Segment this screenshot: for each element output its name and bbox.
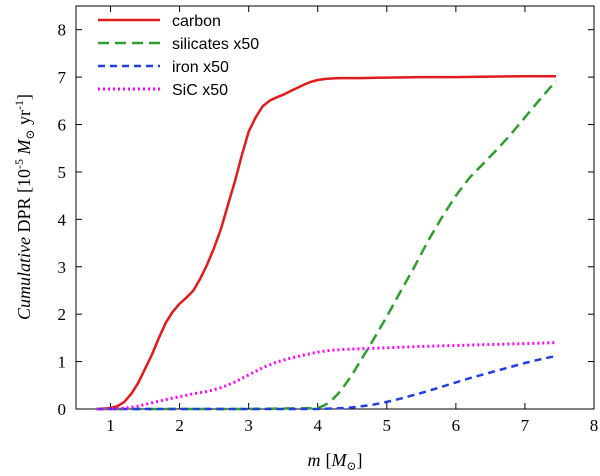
y-axis-exp: -5 (12, 159, 26, 169)
y-tick-label: 2 (58, 305, 67, 324)
x-axis-unit-sub: ⊙ (346, 459, 356, 473)
x-tick-label: 3 (244, 416, 253, 435)
x-axis-title: m [M⊙] (307, 450, 362, 473)
y-axis-prefix: Cumulative (14, 237, 34, 320)
x-tick-label: 4 (313, 416, 322, 435)
x-axis-var: m (307, 450, 320, 470)
x-tick-label: 7 (521, 416, 530, 435)
plot-frame (75, 5, 595, 410)
y-tick-label: 5 (58, 163, 67, 182)
x-tick-label: 6 (452, 416, 461, 435)
series-lines (96, 74, 557, 411)
y-tick-label: 7 (58, 68, 67, 87)
x-tick-label: 5 (383, 416, 392, 435)
y-tick-label: 6 (58, 116, 67, 135)
y-axis-unit-sub: ⊙ (23, 129, 37, 139)
y-axis-unit-exp: -1 (12, 100, 26, 110)
x-axis-unit-sym: M (330, 450, 347, 470)
y-axis-main: DPR [10 (14, 169, 34, 237)
y-axis-close: ] (14, 94, 34, 100)
y-axis-unit-yr: yr (14, 110, 34, 130)
x-tick-label: 1 (106, 416, 115, 435)
y-tick-label: 4 (58, 210, 67, 229)
legend-label-carbon: carbon (172, 13, 221, 30)
x-tick-label: 2 (175, 416, 184, 435)
series-line-iron-x50 (96, 354, 557, 411)
x-tick-label: 8 (590, 416, 599, 435)
y-tick-label: 1 (58, 353, 67, 372)
legend-label-sic-x50: SiC x50 (172, 82, 228, 99)
axis-ticks: 1 2 3 4 5 6 7 8 0 1 2 3 4 5 6 7 8 (58, 6, 599, 435)
legend-label-iron-x50: iron x50 (172, 59, 229, 76)
y-tick-label: 3 (58, 258, 67, 277)
legend-label-silicates-x50: silicates x50 (172, 36, 259, 53)
series-line-silicates-x50 (96, 80, 557, 411)
y-tick-label: 0 (58, 400, 67, 419)
y-axis-unit-sym: M (14, 139, 34, 160)
series-line-carbon (96, 74, 556, 411)
legend: carbon silicates x50 iron x50 SiC x50 (98, 13, 259, 99)
y-axis-title: Cumulative DPR [10-5 M⊙ yr-1] (12, 94, 37, 320)
series-line-sic-x50 (96, 341, 557, 411)
x-axis-unit-close: ] (357, 450, 363, 470)
x-axis-unit-open: [ (325, 450, 331, 470)
y-tick-label: 8 (58, 21, 67, 40)
